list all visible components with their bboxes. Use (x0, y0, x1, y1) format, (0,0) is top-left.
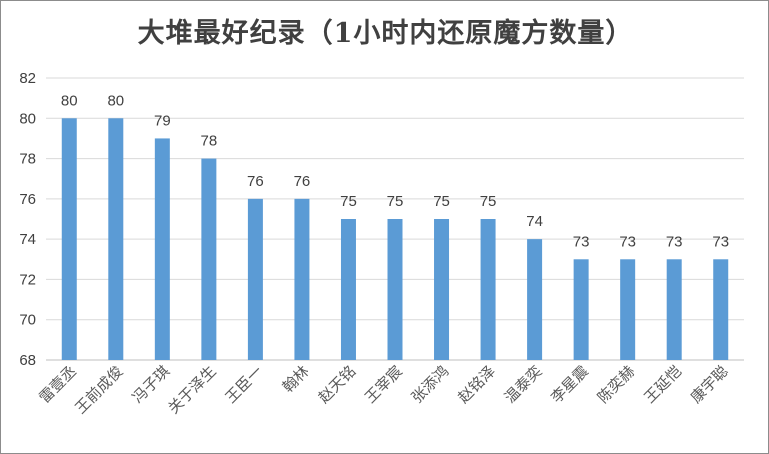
bar (434, 219, 450, 360)
x-tick-label: 张添鸿 (408, 362, 453, 407)
data-label: 75 (480, 193, 497, 210)
x-tick-label: 陈奕赫 (594, 362, 639, 407)
data-label: 78 (201, 133, 218, 150)
bar (573, 259, 589, 360)
y-tick-label: 72 (19, 271, 36, 288)
y-tick-label: 70 (19, 312, 36, 329)
bar (387, 219, 403, 360)
x-tick-label: 赵天铭 (315, 362, 360, 407)
data-label: 76 (247, 173, 264, 190)
y-tick-label: 76 (19, 191, 36, 208)
x-tick-label: 王臣一 (222, 362, 267, 407)
bar (620, 259, 636, 360)
bar (61, 118, 77, 361)
y-tick-label: 82 (19, 70, 36, 87)
bar (247, 198, 263, 360)
x-tick-label: 康宇聪 (687, 362, 732, 407)
data-label: 79 (154, 112, 171, 129)
data-label: 73 (666, 233, 683, 250)
bar (294, 198, 310, 360)
x-tick-label: 温泰奕 (501, 362, 546, 407)
data-label: 75 (340, 193, 357, 210)
bar (340, 219, 356, 360)
x-tick-label: 王宰宸 (361, 362, 406, 407)
bar (108, 118, 124, 361)
data-label: 76 (294, 173, 311, 190)
bar (713, 259, 729, 360)
bar (527, 239, 543, 360)
x-tick-label: 冯子琪 (129, 362, 174, 407)
bar (154, 138, 170, 360)
bars (61, 118, 729, 361)
data-label: 75 (387, 193, 404, 210)
x-tick-label: 雷壹丞 (36, 362, 81, 407)
y-tick-label: 78 (19, 151, 36, 168)
data-label: 73 (573, 233, 590, 250)
data-label: 80 (61, 92, 78, 109)
x-tick-label: 关于泽生 (165, 362, 220, 417)
data-label: 80 (107, 92, 124, 109)
bar (201, 158, 217, 360)
data-label: 75 (433, 193, 450, 210)
data-label: 73 (619, 233, 636, 250)
bar (666, 259, 682, 360)
y-tick-label: 68 (19, 352, 36, 369)
x-tick-label: 王延恺 (640, 362, 685, 407)
data-labels: 80 80 79 78 76 76 75 75 75 75 74 73 73 73 73 (61, 92, 729, 250)
data-label: 73 (712, 233, 729, 250)
x-tick-label: 翰林 (279, 362, 313, 396)
bar (480, 219, 496, 360)
y-tick-label: 80 (19, 110, 36, 127)
x-tick-label: 王前成俊 (71, 362, 126, 417)
x-tick-label: 赵铭泽 (454, 362, 499, 407)
data-label: 74 (526, 213, 543, 230)
y-tick-label: 74 (19, 231, 36, 248)
chart-title: 大堆最好纪录（1小时内还原魔方数量） (137, 18, 634, 49)
x-tick-label: 李星震 (547, 362, 592, 407)
y-axis: 68 70 72 74 76 78 80 82 (19, 70, 36, 369)
